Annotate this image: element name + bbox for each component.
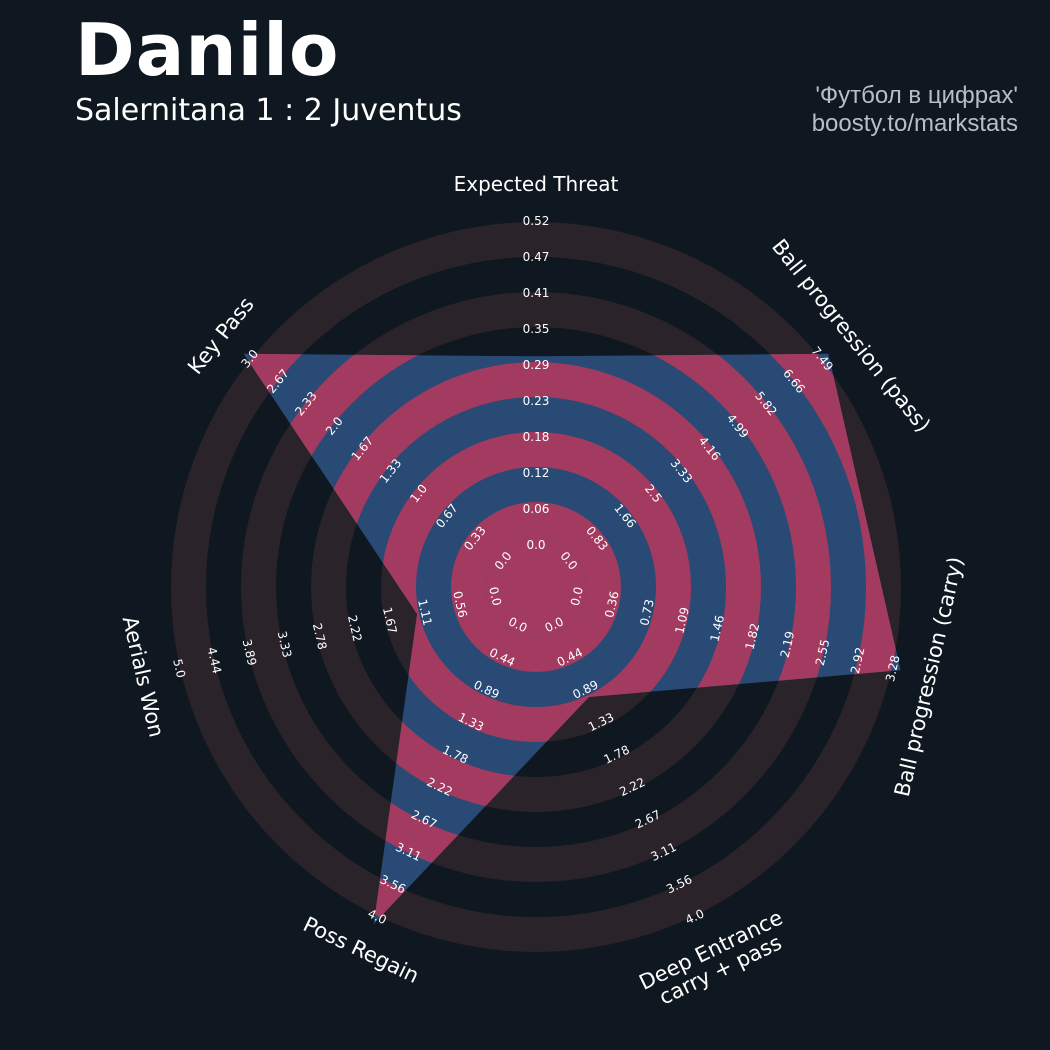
tick-label-aerials-won: 3.89 <box>240 638 260 667</box>
axis-label-aerials-won: Aerials Won <box>118 614 169 740</box>
tick-label-ball-progression-carry: 1.09 <box>672 606 692 635</box>
tick-label-ball-progression-carry: 1.82 <box>743 622 763 651</box>
tick-label-expected-threat: 0.52 <box>523 214 550 228</box>
tick-label-ball-progression-carry: 2.19 <box>778 630 798 659</box>
tick-label-ball-progression-carry: 2.55 <box>813 638 833 667</box>
tick-label-expected-threat: 0.41 <box>523 286 550 300</box>
tick-label-aerials-won: 0.0 <box>486 585 504 607</box>
tick-label-ball-progression-carry: 1.46 <box>707 614 727 643</box>
tick-label-ball-progression-carry: 0.73 <box>637 598 657 627</box>
tick-label-aerials-won: 1.11 <box>415 598 435 627</box>
tick-label-aerials-won: 0.56 <box>450 590 470 619</box>
tick-label-expected-threat: 0.47 <box>523 250 550 264</box>
tick-label-expected-threat: 0.23 <box>523 394 550 408</box>
tick-label-ball-progression-carry: 2.92 <box>848 646 868 675</box>
tick-label-expected-threat: 0.0 <box>526 538 545 552</box>
tick-label-aerials-won: 5.0 <box>170 658 188 680</box>
match-subtitle: Salernitana 1 : 2 Juventus <box>75 93 462 128</box>
axis-label-ball-progression-carry: Ball progression (carry) <box>890 555 968 799</box>
tick-label-expected-threat: 0.06 <box>523 502 550 516</box>
highlight-ring <box>451 502 621 672</box>
tick-label-ball-progression-carry: 3.28 <box>883 654 903 683</box>
axis-label-text: Ball progression (carry) <box>890 555 968 799</box>
tick-label-expected-threat: 0.29 <box>523 358 550 372</box>
tick-label-aerials-won: 1.67 <box>380 606 400 635</box>
credit-url: boosty.to/markstats <box>811 110 1018 137</box>
tick-label-ball-progression-carry: 0.36 <box>602 590 622 619</box>
tick-label-expected-threat: 0.35 <box>523 322 550 336</box>
tick-label-expected-threat: 0.18 <box>523 430 550 444</box>
tick-label-aerials-won: 3.33 <box>275 630 295 659</box>
axis-label-text: Expected Threat <box>454 172 619 196</box>
tick-label-aerials-won: 2.78 <box>310 622 330 651</box>
tick-label-expected-threat: 0.12 <box>523 466 550 480</box>
center-disc <box>486 537 586 637</box>
highlight-rings <box>243 353 901 924</box>
axis-label-text: Aerials Won <box>118 614 169 740</box>
axis-label-expected-threat: Expected Threat <box>454 172 619 196</box>
tick-label-aerials-won: 4.44 <box>204 646 224 675</box>
tick-label-ball-progression-carry: 0.0 <box>568 585 586 607</box>
player-name-title: Danilo <box>75 8 340 92</box>
credit-source: 'Футбол в цифрах' <box>815 82 1018 109</box>
tick-label-aerials-won: 2.22 <box>345 614 365 643</box>
